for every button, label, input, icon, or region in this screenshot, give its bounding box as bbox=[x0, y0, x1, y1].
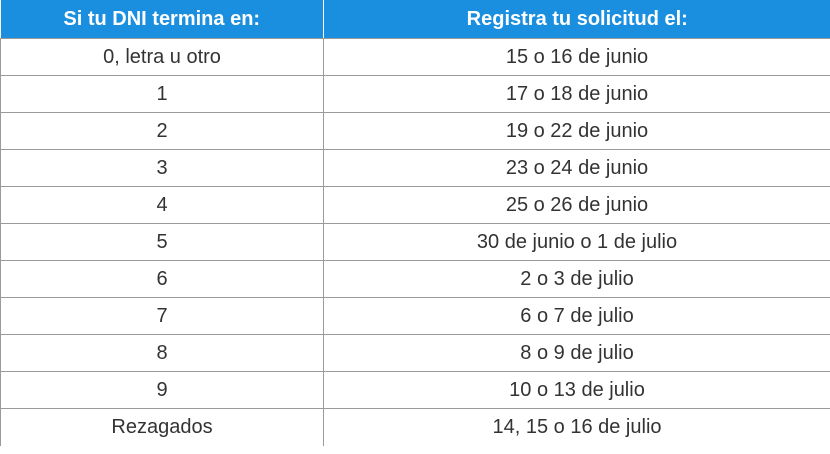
cell-dni-ending: 5 bbox=[0, 223, 324, 261]
table-row: 3 23 o 24 de junio bbox=[0, 149, 830, 187]
cell-registration-date: 17 o 18 de junio bbox=[323, 75, 830, 113]
cell-registration-date: 15 o 16 de junio bbox=[323, 38, 830, 76]
table-row: 9 10 o 13 de julio bbox=[0, 371, 830, 409]
table-row: 7 6 o 7 de julio bbox=[0, 297, 830, 335]
cell-dni-ending: 6 bbox=[0, 260, 324, 298]
cell-dni-ending: 7 bbox=[0, 297, 324, 335]
cell-registration-date: 8 o 9 de julio bbox=[323, 334, 830, 372]
header-registration-date: Registra tu solicitud el: bbox=[323, 0, 830, 39]
cell-dni-ending: 1 bbox=[0, 75, 324, 113]
cell-dni-ending: 4 bbox=[0, 186, 324, 224]
cell-registration-date: 23 o 24 de junio bbox=[323, 149, 830, 187]
cell-dni-ending: 8 bbox=[0, 334, 324, 372]
table-row: 2 19 o 22 de junio bbox=[0, 112, 830, 150]
cell-registration-date: 19 o 22 de junio bbox=[323, 112, 830, 150]
table-row: 0, letra u otro 15 o 16 de junio bbox=[0, 38, 830, 76]
table-row: 4 25 o 26 de junio bbox=[0, 186, 830, 224]
cell-registration-date: 30 de junio o 1 de julio bbox=[323, 223, 830, 261]
cell-registration-date: 14, 15 o 16 de julio bbox=[323, 408, 830, 446]
table-row: Rezagados 14, 15 o 16 de julio bbox=[0, 408, 830, 446]
cell-registration-date: 2 o 3 de julio bbox=[323, 260, 830, 298]
cell-registration-date: 6 o 7 de julio bbox=[323, 297, 830, 335]
header-dni-ending: Si tu DNI termina en: bbox=[0, 0, 324, 39]
cell-registration-date: 10 o 13 de julio bbox=[323, 371, 830, 409]
table-header-row: Si tu DNI termina en: Registra tu solici… bbox=[0, 0, 830, 39]
cell-dni-ending: 2 bbox=[0, 112, 324, 150]
cell-dni-ending: 3 bbox=[0, 149, 324, 187]
table-row: 6 2 o 3 de julio bbox=[0, 260, 830, 298]
table-row: 8 8 o 9 de julio bbox=[0, 334, 830, 372]
table-row: 1 17 o 18 de junio bbox=[0, 75, 830, 113]
cell-registration-date: 25 o 26 de junio bbox=[323, 186, 830, 224]
cell-dni-ending: Rezagados bbox=[0, 408, 324, 446]
cell-dni-ending: 0, letra u otro bbox=[0, 38, 324, 76]
table-row: 5 30 de junio o 1 de julio bbox=[0, 223, 830, 261]
cell-dni-ending: 9 bbox=[0, 371, 324, 409]
